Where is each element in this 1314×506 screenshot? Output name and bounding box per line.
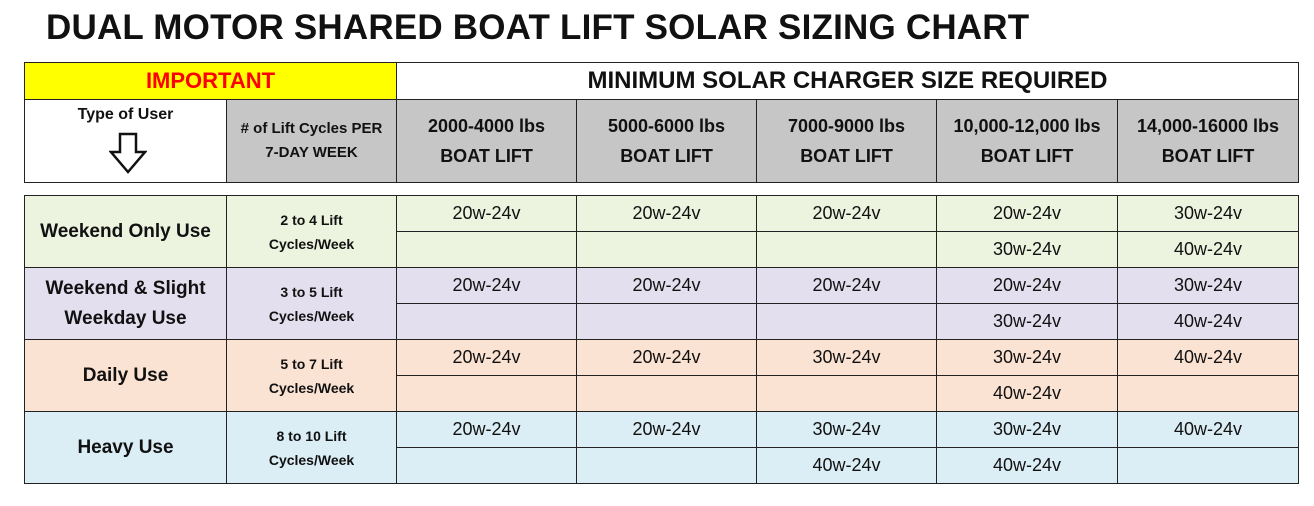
lift-cycles-line: Cycles/Week: [268, 451, 355, 468]
user-type-cell: Weekend Only Use: [24, 195, 227, 268]
lift-cycles-line: 2 to 4 Lift: [280, 211, 343, 228]
solar-size-cell: [396, 447, 578, 484]
table-row: 40w-24v: [25, 375, 1300, 412]
solar-size-cell: [1117, 375, 1300, 412]
solar-size-cell: 30w-24v: [936, 411, 1119, 448]
table-row: Daily Use 5 to 7 Lift Cycles/Week 20w-24v 20…: [24, 339, 1300, 412]
user-type-line: Weekend & Slight: [45, 277, 206, 299]
minimum-solar-header: MINIMUM SOLAR CHARGER SIZE REQUIRED: [396, 62, 1300, 100]
solar-size-cell: 40w-24v: [1117, 411, 1300, 448]
solar-size-cell: [756, 231, 938, 268]
solar-size-cell: 30w-24v: [936, 303, 1119, 340]
lift-weight: 14,000-16000 lbs: [1136, 116, 1280, 136]
solar-size-cell: [576, 447, 758, 484]
user-type-line: Weekday Use: [64, 307, 187, 329]
lift-column-header: 2000-4000 lbs BOAT LIFT: [396, 99, 578, 183]
lift-weight: 5000-6000 lbs: [607, 116, 726, 136]
solar-size-cell: 40w-24v: [1117, 231, 1300, 268]
lift-weight: 2000-4000 lbs: [427, 116, 546, 136]
lift-column-header: 14,000-16000 lbs BOAT LIFT: [1117, 99, 1300, 183]
solar-size-cell: 20w-24v: [396, 267, 578, 304]
solar-size-cell: [576, 303, 758, 340]
lift-cycles-line: 8 to 10 Lift: [276, 427, 347, 444]
solar-size-cell: 20w-24v: [576, 195, 758, 232]
solar-size-cell: 20w-24v: [936, 267, 1119, 304]
solar-size-cell: 30w-24v: [936, 231, 1119, 268]
solar-size-cell: 30w-24v: [936, 339, 1119, 376]
lift-column-header: 5000-6000 lbs BOAT LIFT: [576, 99, 758, 183]
solar-size-cell: [756, 303, 938, 340]
table-row: 30w-24v 40w-24v: [25, 303, 1300, 340]
lift-label: BOAT LIFT: [1161, 146, 1255, 166]
type-of-user-header: Type of User: [24, 99, 227, 183]
lift-cycles-line: 5 to 7 Lift: [280, 355, 343, 372]
solar-size-cell: 40w-24v: [936, 447, 1119, 484]
solar-size-cell: [396, 231, 578, 268]
solar-size-cell: 20w-24v: [756, 267, 938, 304]
lift-cycles-cell: 3 to 5 Lift Cycles/Week: [225, 267, 398, 340]
table-row: Heavy Use 8 to 10 Lift Cycles/Week 20w-24v 2…: [24, 411, 1300, 484]
lift-cycles-line: Cycles/Week: [268, 379, 355, 396]
solar-size-cell: 30w-24v: [756, 339, 938, 376]
user-type-line: Weekend Only Use: [40, 220, 211, 242]
type-of-user-label: Type of User: [77, 106, 174, 123]
solar-sizing-table: IMPORTANT MINIMUM SOLAR CHARGER SIZE REQ…: [23, 62, 1300, 484]
solar-size-cell: 30w-24v: [1117, 267, 1300, 304]
table-row: 40w-24v 40w-24v: [25, 447, 1300, 484]
lift-cycles-cell: 8 to 10 Lift Cycles/Week: [225, 411, 398, 484]
solar-size-cell: 40w-24v: [1117, 303, 1300, 340]
solar-size-cell: [576, 231, 758, 268]
lift-cycles-line: Cycles/Week: [268, 235, 355, 252]
user-type-line: Heavy Use: [77, 436, 174, 458]
important-label: IMPORTANT: [23, 62, 398, 100]
table-row: 30w-24v 40w-24v: [25, 231, 1300, 268]
lift-label: BOAT LIFT: [800, 146, 893, 166]
solar-size-cell: 20w-24v: [576, 411, 758, 448]
spacer-cell: [24, 182, 1299, 196]
solar-size-cell: 40w-24v: [1117, 339, 1300, 376]
table-row: Weekend & Slight Weekday Use 3 to 5 Lift Cy…: [24, 267, 1300, 340]
solar-size-cell: [1117, 447, 1300, 484]
lift-cycles-cell: 2 to 4 Lift Cycles/Week: [225, 195, 398, 268]
lift-label: BOAT LIFT: [620, 146, 713, 166]
user-type-cell: Daily Use: [24, 339, 227, 412]
solar-size-cell: 20w-24v: [576, 267, 758, 304]
spacer-row: [24, 182, 1299, 196]
lift-weight: 10,000-12,000 lbs: [953, 116, 1101, 136]
cycles-header-line-1: # of Lift Cycles PER: [240, 120, 383, 137]
user-type-line: Daily Use: [82, 364, 169, 386]
solar-size-cell: 20w-24v: [396, 339, 578, 376]
solar-size-cell: 40w-24v: [936, 375, 1119, 412]
lift-weight: 7000-9000 lbs: [787, 116, 906, 136]
cycles-header: # of Lift Cycles PER 7-DAY WEEK: [225, 99, 398, 183]
lift-column-header: 10,000-12,000 lbs BOAT LIFT: [936, 99, 1119, 183]
solar-size-cell: 20w-24v: [756, 195, 938, 232]
solar-size-cell: 20w-24v: [936, 195, 1119, 232]
lift-cycles-line: Cycles/Week: [268, 307, 355, 324]
lift-cycles-cell: 5 to 7 Lift Cycles/Week: [225, 339, 398, 412]
solar-size-cell: [396, 375, 578, 412]
solar-size-cell: [396, 303, 578, 340]
solar-size-cell: 20w-24v: [576, 339, 758, 376]
solar-size-cell: 30w-24v: [756, 411, 938, 448]
column-header-row: Type of User # of Lift Cycles PER 7-DAY …: [24, 99, 1300, 183]
solar-size-cell: 20w-24v: [396, 195, 578, 232]
table-row: Weekend Only Use 2 to 4 Lift Cycles/Week 20…: [24, 195, 1300, 268]
solar-size-cell: 30w-24v: [1117, 195, 1300, 232]
chart-title: DUAL MOTOR SHARED BOAT LIFT SOLAR SIZING…: [46, 8, 1030, 47]
down-arrow-icon: [109, 132, 147, 174]
cycles-header-line-2: 7-DAY WEEK: [265, 144, 358, 161]
lift-label: BOAT LIFT: [440, 146, 533, 166]
lift-label: BOAT LIFT: [980, 146, 1074, 166]
lift-cycles-line: 3 to 5 Lift: [280, 283, 343, 300]
user-type-cell: Weekend & Slight Weekday Use: [24, 267, 227, 340]
user-type-cell: Heavy Use: [24, 411, 227, 484]
top-header-row: IMPORTANT MINIMUM SOLAR CHARGER SIZE REQ…: [23, 62, 1300, 100]
solar-size-cell: [756, 375, 938, 412]
lift-column-header: 7000-9000 lbs BOAT LIFT: [756, 99, 938, 183]
solar-size-cell: 40w-24v: [756, 447, 938, 484]
solar-size-cell: [576, 375, 758, 412]
table-body: Weekend Only Use 2 to 4 Lift Cycles/Week 20…: [24, 195, 1300, 484]
solar-size-cell: 20w-24v: [396, 411, 578, 448]
